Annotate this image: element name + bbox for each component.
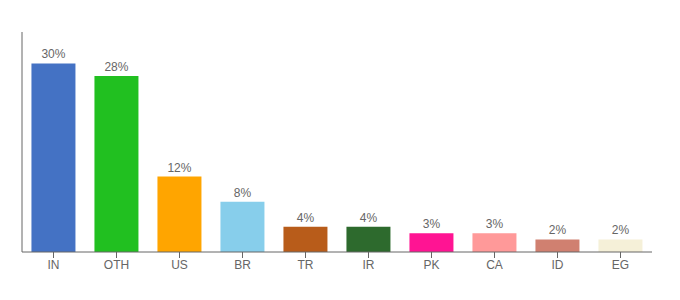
svg-text:2%: 2%: [549, 223, 567, 237]
svg-text:CA: CA: [486, 258, 503, 272]
svg-text:IR: IR: [363, 258, 375, 272]
svg-text:4%: 4%: [360, 211, 378, 225]
svg-text:ID: ID: [552, 258, 564, 272]
svg-text:2%: 2%: [612, 223, 630, 237]
svg-text:EG: EG: [612, 258, 629, 272]
svg-text:TR: TR: [298, 258, 314, 272]
svg-text:3%: 3%: [423, 217, 441, 231]
svg-text:PK: PK: [423, 258, 439, 272]
svg-text:28%: 28%: [104, 60, 128, 74]
svg-text:8%: 8%: [234, 186, 252, 200]
svg-text:IN: IN: [48, 258, 60, 272]
svg-text:3%: 3%: [486, 217, 504, 231]
svg-text:30%: 30%: [41, 47, 65, 61]
svg-text:OTH: OTH: [104, 258, 129, 272]
svg-text:US: US: [171, 258, 188, 272]
svg-text:BR: BR: [234, 258, 251, 272]
svg-text:4%: 4%: [297, 211, 315, 225]
svg-text:12%: 12%: [167, 161, 191, 175]
